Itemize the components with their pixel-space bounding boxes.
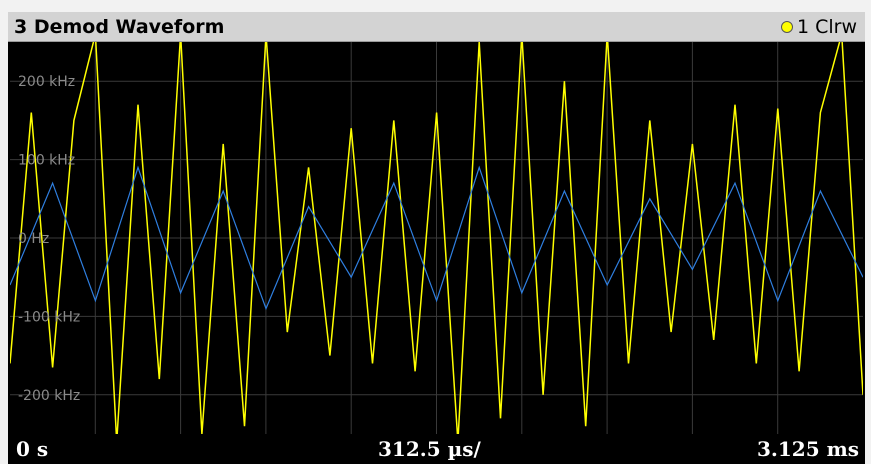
y-tick-label: -100 kHz: [18, 309, 80, 325]
trace-dot-icon: [780, 21, 793, 33]
y-axis-labels: 200 kHz 100 kHz 0 Hz -100 kHz -200 kHz: [18, 74, 80, 404]
waveform-chart: 200 kHz 100 kHz 0 Hz -100 kHz -200 kHz: [10, 42, 863, 434]
y-tick-label: 0 Hz: [18, 231, 49, 247]
window-left-margin: [0, 12, 8, 464]
y-tick-label: 100 kHz: [18, 153, 75, 169]
y-tick-label: -200 kHz: [18, 388, 80, 404]
window-top-margin: [0, 0, 871, 12]
y-tick-label: 200 kHz: [18, 74, 75, 90]
chart-grid: [10, 42, 863, 434]
x-stop-label: 3.125 ms: [756, 437, 859, 461]
x-axis-footer: 0 s 312.5 µs/ 3.125 ms: [8, 434, 865, 464]
plot-area[interactable]: 200 kHz 100 kHz 0 Hz -100 kHz -200 kHz: [10, 42, 863, 434]
x-start-label: 0 s: [16, 437, 49, 461]
window-title: 3 Demod Waveform: [14, 16, 225, 38]
trace-indicator[interactable]: 1 Clrw: [780, 15, 857, 39]
chart-traces: [10, 42, 863, 434]
trace-2-line: [10, 165, 863, 311]
window-titlebar[interactable]: 3 Demod Waveform 1 Clrw: [8, 12, 865, 42]
trace-label: 1 Clrw: [796, 16, 857, 38]
window-right-margin: [865, 12, 871, 464]
x-per-division-label: 312.5 µs/: [378, 437, 481, 461]
trace-1-line: [10, 42, 863, 434]
